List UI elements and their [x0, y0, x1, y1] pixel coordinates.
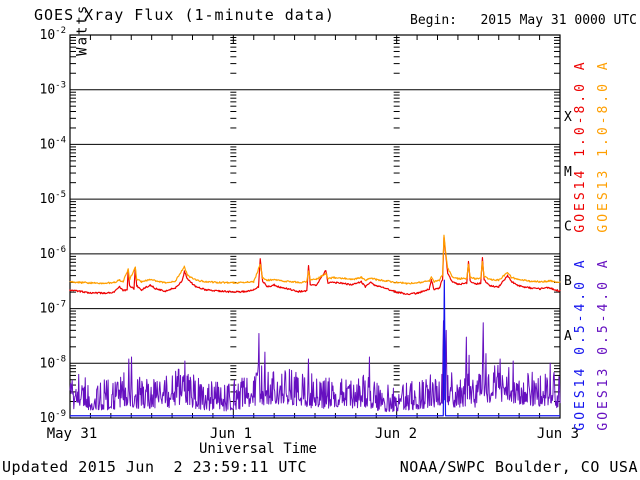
flare-class-letter-b: B [564, 274, 572, 289]
y-tick-label: 10-2 [40, 26, 67, 43]
y-tick-label: 10-4 [40, 135, 67, 152]
x-tick-label-may-31: May 31 [46, 426, 98, 442]
begin-timestamp: Begin: 2015 May 31 0000 UTC [410, 13, 637, 28]
source-attribution: NOAA/SWPC Boulder, CO USA [399, 458, 638, 476]
y-tick-label: 10-3 [40, 81, 67, 98]
series-goes14-short-trace [70, 279, 560, 417]
flare-class-letter-m: M [564, 165, 572, 180]
series-goes14-long-trace [69, 236, 561, 296]
y-tick-label: 10-6 [40, 245, 67, 262]
y-tick-label: 10-7 [40, 300, 67, 317]
x-tick-label-jun-1: Jun 1 [209, 426, 253, 442]
legend-goes14-short-channel: GOES14 0.5-4.0 A [573, 257, 588, 431]
x-tick-label-jun-2: Jun 2 [374, 426, 418, 442]
y-tick-label: 10-5 [40, 190, 67, 207]
x-tick-label-jun-3: Jun 3 [536, 426, 580, 442]
series-goes13-short-trace [69, 320, 561, 413]
series-goes13-long-trace [69, 234, 561, 285]
y-tick-label: 10-9 [40, 409, 67, 426]
x-axis-title: Universal Time [198, 441, 317, 457]
legend-goes13-short-channel: GOES13 0.5-4.0 A [596, 257, 611, 431]
y-tick-label: 10-8 [40, 354, 67, 371]
legend-goes13-long-channel: GOES13 1.0-8.0 A [596, 59, 611, 233]
flare-class-letter-x: X [564, 110, 572, 125]
flare-class-letter-c: C [564, 220, 572, 235]
legend-goes14-long-channel: GOES14 1.0-8.0 A [573, 59, 588, 233]
chart-title: GOES Xray Flux (1-minute data) [34, 6, 335, 24]
y-axis-title: Watts m-2 [70, 0, 91, 90]
flare-class-letter-a: A [564, 329, 572, 344]
y-axis-title-base: Watts m [74, 0, 91, 56]
updated-timestamp: Updated 2015 Jun 2 23:59:11 UTC [2, 458, 307, 476]
